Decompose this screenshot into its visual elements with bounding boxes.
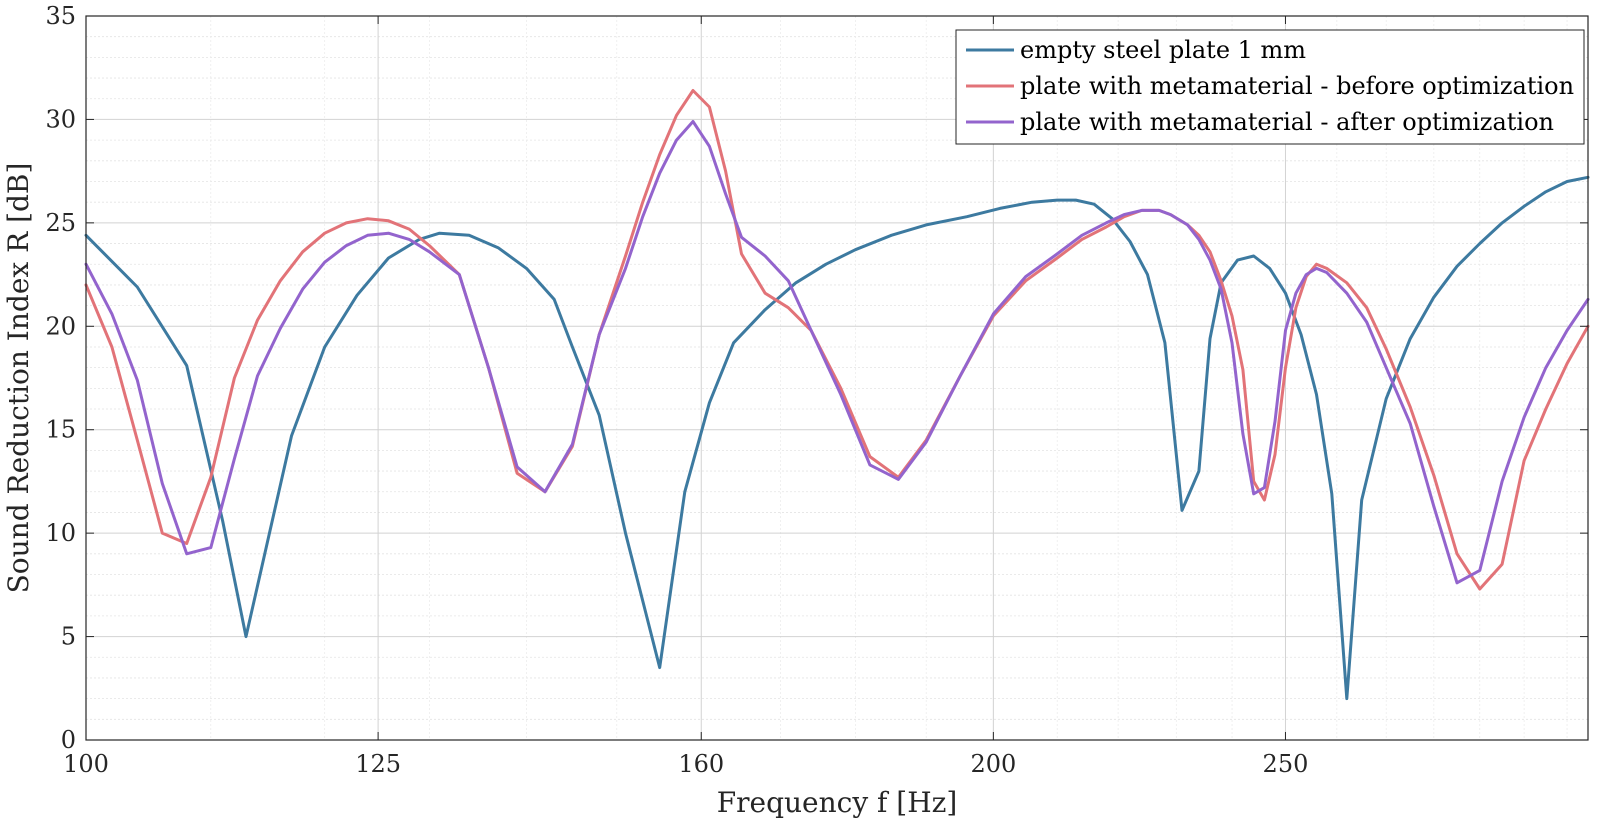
x-tick-label: 160	[678, 750, 724, 778]
y-tick-label: 15	[45, 416, 76, 444]
axis-ticks	[85, 15, 1588, 741]
legend: empty steel plate 1 mm plate with metama…	[955, 29, 1585, 145]
y-axis-label: Sound Reduction Index R [dB]	[2, 163, 35, 594]
series-layer	[84, 89, 1590, 701]
y-tick-label: 25	[45, 209, 76, 237]
legend-box	[955, 29, 1585, 145]
legend-entry-empty-plate: empty steel plate 1 mm	[1020, 36, 1306, 64]
plot-frame	[85, 15, 1589, 741]
y-tick-label: 20	[45, 312, 76, 340]
y-tick-label: 10	[45, 519, 76, 547]
y-tick-label: 30	[45, 105, 76, 133]
x-tick-label: 125	[355, 750, 401, 778]
legend-entry-after-optimization: plate with metamaterial - after optimiza…	[1020, 108, 1554, 136]
y-tick-label: 35	[45, 2, 76, 30]
series-before-optimization	[84, 89, 1590, 591]
series-empty-steel-plate	[84, 175, 1590, 701]
x-tick-label: 100	[63, 750, 109, 778]
x-axis-label: Frequency f [Hz]	[717, 786, 958, 819]
series-after-optimization	[84, 120, 1590, 585]
x-tick-label: 200	[970, 750, 1016, 778]
x-tick-label: 250	[1263, 750, 1309, 778]
y-tick-label: 0	[61, 726, 76, 754]
tick-labels: 0 5 10 15 20 25 30 35 100 125 160 200 250	[45, 2, 1308, 778]
legend-entry-before-optimization: plate with metamaterial - before optimiz…	[1020, 72, 1574, 100]
y-tick-label: 5	[61, 623, 76, 651]
